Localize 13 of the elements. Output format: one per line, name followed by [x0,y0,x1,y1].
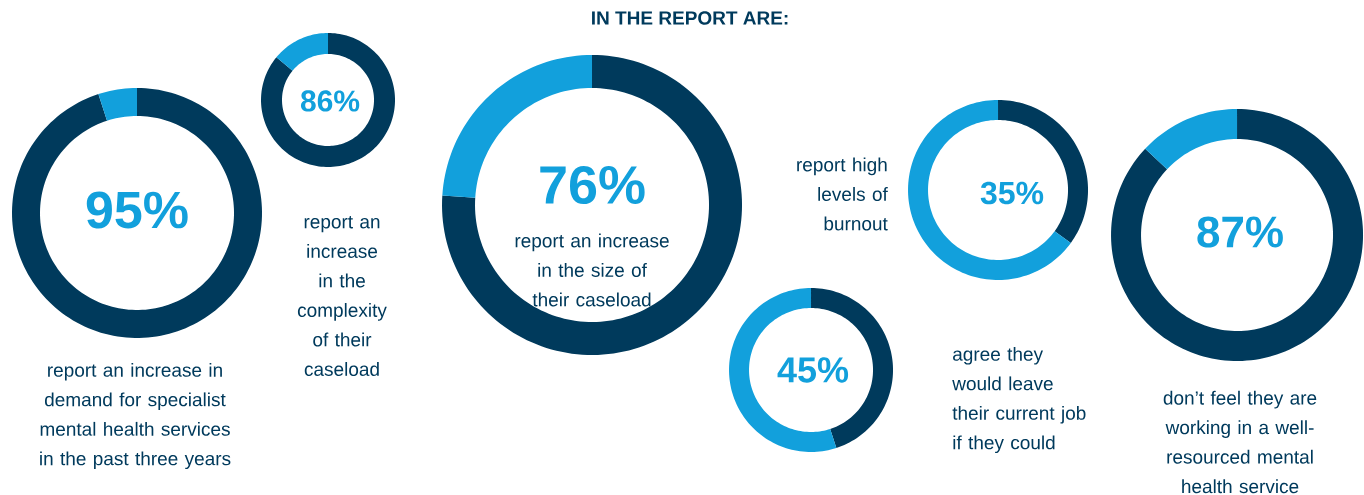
text: report an increase in demand for specialist mental health services in the past three years [40,362,231,470]
data-label: 95% [86,191,188,229]
data-label: 87% [1197,216,1283,248]
data-label: 45% [777,357,849,383]
data-label: 76% [540,165,645,205]
text: report an increase in the complexity of their caseload [297,216,387,376]
text: report an increase in the size of their caseload [515,233,669,307]
text: don’t feel they are working in a well-resourced mental health service [1163,390,1317,494]
data-label: 35% [980,181,1044,205]
data-label: 86% [300,90,360,112]
text: IN THE REPORT ARE: [592,11,788,25]
text: report high levels of burnout [797,157,888,231]
text: agree they would leave their current job if they could [952,346,1086,454]
